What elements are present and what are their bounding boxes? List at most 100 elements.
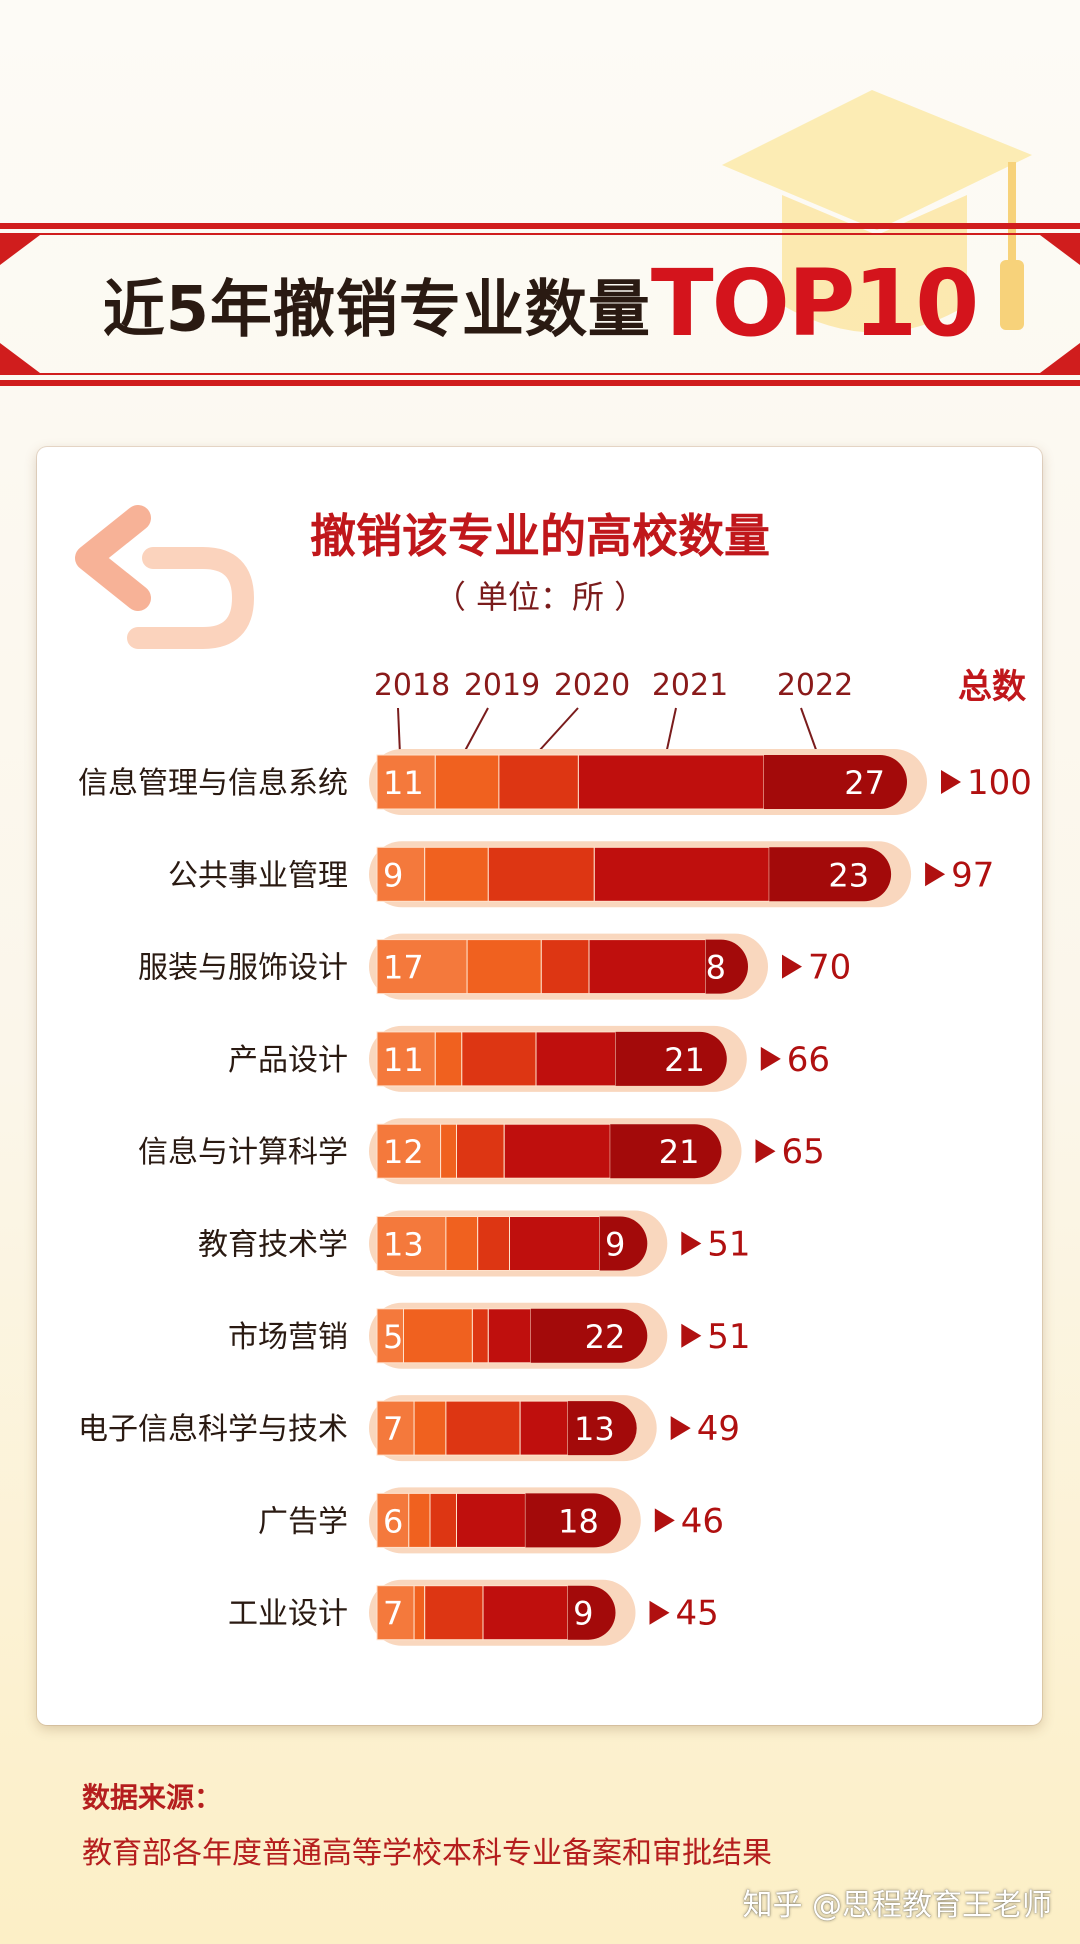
category-label: 服装与服饰设计 (138, 951, 348, 986)
bar-segment (466, 939, 542, 995)
page-title-main: 近5年撤销专业数量 (102, 272, 651, 346)
year-header: 2021 (652, 668, 728, 703)
total-arrow-icon (681, 1231, 702, 1256)
bar-segment (440, 1123, 458, 1179)
year-header: 2018 (374, 668, 450, 703)
bar-segment (525, 1493, 621, 1548)
first-value-label: 7 (383, 1410, 403, 1448)
bar-segment (408, 1492, 431, 1548)
first-value-label: 11 (383, 764, 424, 802)
bar-segment (403, 1308, 473, 1364)
bar-segment (769, 847, 892, 902)
page-title-accent: TOP10 (650, 250, 979, 357)
bar-segment (445, 1400, 521, 1456)
total-value: 51 (707, 1225, 750, 1265)
last-value-label: 9 (605, 1226, 625, 1264)
bar-segment (593, 846, 770, 902)
total-arrow-icon (925, 862, 946, 887)
page-title: 近5年撤销专业数量TOP10 (0, 250, 1080, 357)
total-value: 70 (808, 948, 851, 988)
category-label: 公共事业管理 (168, 858, 348, 893)
bar-segment (567, 1585, 616, 1640)
bar-segment (376, 1400, 415, 1456)
total-arrow-icon (670, 1416, 691, 1441)
bar-segment (413, 1400, 447, 1456)
bar-segment (503, 1123, 611, 1179)
total-arrow-icon (654, 1508, 675, 1533)
last-value-label: 8 (706, 949, 726, 987)
category-label: 市场营销 (228, 1320, 348, 1355)
bar-segment (487, 1308, 532, 1364)
bar-segment (424, 846, 489, 902)
bar-segment (530, 1308, 648, 1363)
category-label: 广告学 (258, 1504, 348, 1539)
chart-unit: （ 单位：所 ） (433, 578, 647, 616)
year-header: 2020 (554, 668, 630, 703)
first-value-label: 13 (383, 1226, 424, 1264)
bar-segment (599, 1216, 648, 1271)
total-arrow-icon (941, 770, 961, 794)
source-label: 数据来源： (82, 1781, 223, 1814)
total-value: 51 (707, 1317, 750, 1357)
last-value-label: 21 (664, 1041, 705, 1079)
total-arrow-icon (755, 1139, 776, 1164)
last-value-label: 27 (844, 764, 885, 802)
bar-segment (413, 1585, 426, 1641)
last-value-label: 13 (574, 1410, 615, 1448)
last-value-label: 9 (573, 1595, 593, 1633)
title-banner (0, 223, 1080, 386)
bar-segment (376, 1492, 410, 1548)
last-value-label: 22 (585, 1318, 626, 1356)
first-value-label: 9 (383, 856, 403, 894)
total-header: 总数 (958, 667, 1026, 707)
first-value-label: 12 (383, 1133, 424, 1171)
chart-title: 撤销该专业的高校数量 (310, 509, 770, 563)
total-arrow-icon (649, 1600, 670, 1625)
year-header: 2022 (777, 668, 853, 703)
bar-segment (461, 1031, 537, 1087)
bar-segment (509, 1216, 601, 1271)
bar-segment (434, 1031, 463, 1087)
bar-segment (763, 755, 907, 809)
source-text: 教育部各年度普通高等学校本科专业备案和审批结果 (82, 1836, 772, 1871)
total-value: 97 (951, 855, 994, 895)
total-arrow-icon (681, 1323, 702, 1348)
total-value: 45 (676, 1594, 719, 1634)
watermark: 知乎 @思程教育王老师 (742, 1888, 1052, 1923)
bar-segment (615, 1031, 727, 1086)
year-header: 2019 (464, 668, 540, 703)
first-value-label: 5 (383, 1318, 403, 1356)
total-value: 46 (681, 1501, 724, 1541)
bar-segment (498, 754, 579, 810)
total-value: 65 (782, 1132, 825, 1172)
bar-segment (577, 754, 765, 810)
back-arrow-icon (75, 505, 255, 649)
last-value-label: 23 (828, 856, 869, 894)
last-value-label: 21 (659, 1133, 700, 1171)
bar-segment (445, 1216, 479, 1271)
category-label: 信息与计算科学 (138, 1135, 348, 1170)
first-value-label: 11 (383, 1041, 424, 1079)
bar-segment (487, 846, 595, 902)
bar-segment (482, 1585, 569, 1641)
bar-segment (456, 1492, 526, 1548)
bar-segment (456, 1123, 505, 1179)
bar-segment (705, 939, 748, 994)
category-label: 产品设计 (228, 1043, 348, 1078)
bar-segment (588, 939, 707, 995)
bar-segment (434, 754, 500, 810)
first-value-label: 7 (383, 1595, 403, 1633)
bar-segment (477, 1216, 511, 1271)
first-value-label: 6 (383, 1502, 403, 1540)
bar-segment (471, 1308, 489, 1364)
bar-segment (567, 1401, 637, 1456)
total-value: 66 (787, 1040, 830, 1080)
first-value-label: 17 (383, 949, 424, 987)
bar-segment (519, 1400, 569, 1456)
graduation-cap-icon (722, 90, 1032, 333)
bar-segment (376, 754, 436, 810)
bar-segment (376, 939, 468, 995)
bar-segment (424, 1585, 484, 1641)
bar-segment (376, 1031, 436, 1087)
